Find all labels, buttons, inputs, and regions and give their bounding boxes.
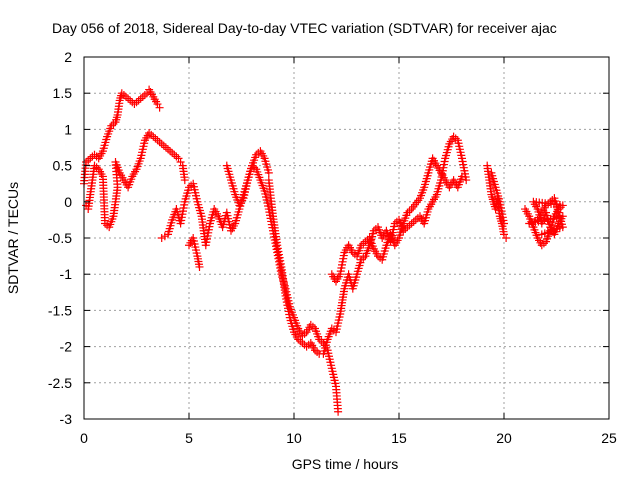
chart-title: Day 056 of 2018, Sidereal Day-to-day VTE… <box>52 20 557 36</box>
x-tick-label: 0 <box>80 430 88 446</box>
x-tick-label: 15 <box>391 430 407 446</box>
data-point <box>334 407 343 416</box>
data-point <box>155 103 164 112</box>
y-tick-label: 1.5 <box>53 85 73 101</box>
data-point <box>462 176 471 185</box>
data-point <box>195 262 204 271</box>
x-tick-label: 25 <box>601 430 617 446</box>
axis-ticks: 0 5 10 15 20 25 2 1.5 1 0.5 0 -0.5 -1 -1.5 -2 -2.5 -3 <box>48 49 617 446</box>
data-point <box>458 172 466 181</box>
y-tick-label: -1.5 <box>48 302 72 318</box>
data-points <box>80 85 567 416</box>
y-tick-label: -0.5 <box>48 230 72 246</box>
x-tick-label: 20 <box>496 430 512 446</box>
y-tick-label: -3 <box>60 411 73 427</box>
x-axis-label: GPS time / hours <box>292 456 399 472</box>
data-point <box>500 219 508 228</box>
y-tick-label: 2 <box>64 49 72 65</box>
y-tick-label: 0 <box>64 194 72 210</box>
y-tick-label: -2.5 <box>48 375 72 391</box>
y-tick-label: 1 <box>64 121 72 137</box>
data-point <box>264 168 273 177</box>
x-tick-label: 5 <box>185 430 193 446</box>
y-axis-label: SDTVAR / TECUs <box>5 182 21 294</box>
data-point <box>537 230 546 239</box>
data-point <box>180 176 189 185</box>
data-point <box>502 234 511 242</box>
y-tick-label: 0.5 <box>53 158 73 174</box>
y-tick-label: -1 <box>60 266 73 282</box>
x-tick-label: 10 <box>286 430 302 446</box>
y-tick-label: -2 <box>60 339 73 355</box>
